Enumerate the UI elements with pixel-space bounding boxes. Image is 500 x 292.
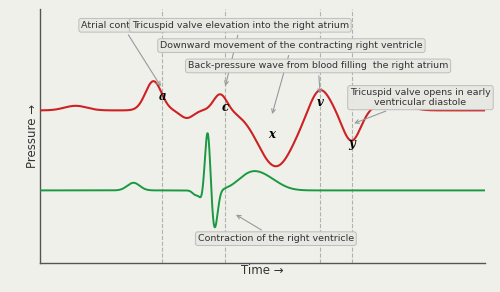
Text: Atrial contraction: Atrial contraction — [81, 21, 164, 85]
Text: Tricuspid valve elevation into the right atrium: Tricuspid valve elevation into the right… — [132, 21, 349, 85]
Text: Tricuspid valve opens in early
ventricular diastole: Tricuspid valve opens in early ventricul… — [350, 88, 491, 123]
Text: y: y — [348, 137, 355, 150]
Text: v: v — [317, 96, 324, 109]
Text: x: x — [268, 128, 275, 141]
Text: Downward movement of the contracting right ventricle: Downward movement of the contracting rig… — [160, 41, 422, 113]
Text: Contraction of the right ventricle: Contraction of the right ventricle — [198, 215, 354, 243]
X-axis label: Time →: Time → — [241, 264, 284, 277]
Text: c: c — [221, 101, 228, 114]
Y-axis label: Pressure →: Pressure → — [26, 104, 38, 168]
Text: a: a — [158, 90, 166, 103]
Text: Back-pressure wave from blood filling  the right atrium: Back-pressure wave from blood filling th… — [188, 61, 448, 92]
